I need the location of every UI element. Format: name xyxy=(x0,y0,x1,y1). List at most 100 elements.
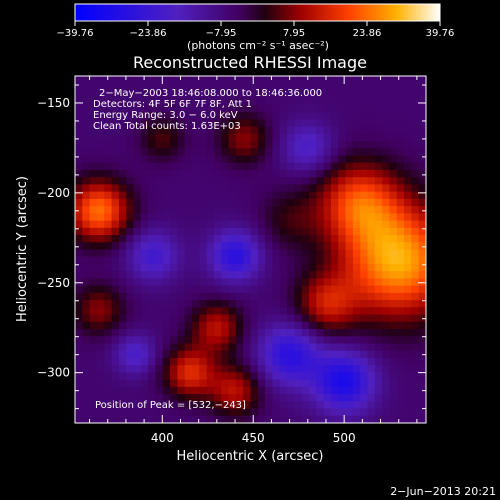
heatmap-cell xyxy=(352,97,361,106)
annotation-line: 2−May−2003 18:46:08.000 to 18:46:36.000 xyxy=(99,88,322,99)
heatmap-cell xyxy=(257,83,266,92)
heatmap-cell xyxy=(301,162,310,171)
heatmap-cell xyxy=(382,314,391,323)
heatmap-cell xyxy=(418,141,426,149)
heatmap-cell xyxy=(404,198,412,207)
heatmap-cell xyxy=(309,379,317,388)
heatmap-cell xyxy=(389,415,398,423)
colorbar-tick-label: 39.76 xyxy=(426,28,455,39)
heatmap-cell xyxy=(170,256,178,265)
heatmap-cell xyxy=(155,365,164,373)
heatmap-cell xyxy=(82,83,91,92)
heatmap-cell xyxy=(345,148,354,157)
heatmap-cell xyxy=(411,278,420,287)
heatmap-cell xyxy=(411,350,420,359)
heatmap-cell xyxy=(338,141,347,149)
heatmap-cell xyxy=(177,155,186,164)
heatmap-cell xyxy=(272,307,281,316)
heatmap-cell xyxy=(389,126,398,135)
heatmap-cell xyxy=(309,112,317,120)
heatmap-cell xyxy=(360,76,369,84)
heatmap-cell xyxy=(287,227,295,236)
heatmap-cell xyxy=(221,198,230,207)
heatmap-cell xyxy=(243,263,252,272)
heatmap-cell xyxy=(265,97,274,106)
heatmap-cell xyxy=(192,386,200,395)
heatmap-cell xyxy=(89,314,98,323)
heatmap-cell xyxy=(265,184,274,193)
heatmap-cell xyxy=(257,184,266,193)
heatmap-cell xyxy=(294,97,303,106)
heatmap-cell xyxy=(367,227,376,236)
heatmap-cell xyxy=(126,329,135,337)
heatmap-cell xyxy=(148,278,157,287)
heatmap-cell xyxy=(140,256,149,265)
heatmap-cell xyxy=(155,394,164,402)
heatmap-cell xyxy=(104,408,113,417)
heatmap-cell xyxy=(213,350,222,359)
heatmap-cell xyxy=(418,90,426,99)
heatmap-cell xyxy=(418,292,426,301)
heatmap-cell xyxy=(133,133,142,142)
heatmap-cell xyxy=(206,206,215,214)
heatmap-cell xyxy=(345,263,354,272)
heatmap-cell xyxy=(148,343,157,352)
heatmap-cell xyxy=(213,198,222,207)
heatmap-cell xyxy=(228,213,237,222)
heatmap-cell xyxy=(243,104,252,113)
heatmap-cell xyxy=(367,141,376,149)
heatmap-cell xyxy=(199,133,208,142)
heatmap-cell xyxy=(418,148,426,157)
heatmap-cell xyxy=(155,343,164,352)
heatmap-cell xyxy=(316,285,325,294)
heatmap-cell xyxy=(148,133,157,142)
heatmap-cell xyxy=(352,119,361,128)
heatmap-cell xyxy=(111,235,120,243)
heatmap-cell xyxy=(323,249,332,258)
heatmap-cell xyxy=(96,220,105,229)
heatmap-cell xyxy=(104,177,113,186)
heatmap-cell xyxy=(111,350,120,359)
heatmap-cell xyxy=(360,227,369,236)
heatmap-cell xyxy=(111,126,120,135)
heatmap-cell xyxy=(118,76,127,84)
heatmap-cell xyxy=(265,235,274,243)
heatmap-cell xyxy=(104,292,113,301)
heatmap-cell xyxy=(338,90,347,99)
heatmap-cell xyxy=(96,394,105,402)
heatmap-cell xyxy=(235,307,244,316)
heatmap-cell xyxy=(352,379,361,388)
heatmap-cell xyxy=(338,206,347,214)
heatmap-cell xyxy=(140,372,149,381)
heatmap-cell xyxy=(265,350,274,359)
heatmap-cell xyxy=(294,133,303,142)
heatmap-cell xyxy=(192,263,200,272)
heatmap-cell xyxy=(140,321,149,330)
heatmap-cell xyxy=(345,285,354,294)
heatmap-cell xyxy=(155,336,164,345)
heatmap-cell xyxy=(96,343,105,352)
heatmap-cell xyxy=(162,372,171,381)
heatmap-cell xyxy=(177,256,186,265)
heatmap-cell xyxy=(360,177,369,186)
heatmap-cell xyxy=(287,357,295,366)
heatmap-cell xyxy=(111,321,120,330)
heatmap-cell xyxy=(118,307,127,316)
heatmap-cell xyxy=(221,394,230,402)
heatmap-cell xyxy=(374,285,383,294)
heatmap-cell xyxy=(279,177,288,186)
heatmap-cell xyxy=(323,307,332,316)
heatmap-cell xyxy=(235,242,244,251)
heatmap-cell xyxy=(177,314,186,323)
heatmap-cell xyxy=(184,184,193,193)
heatmap-cell xyxy=(382,329,391,337)
heatmap-cell xyxy=(338,227,347,236)
heatmap-cell xyxy=(404,321,412,330)
heatmap-cell xyxy=(265,169,274,178)
heatmap-cell xyxy=(250,133,259,142)
heatmap-cell xyxy=(104,90,113,99)
heatmap-cell xyxy=(82,336,91,345)
heatmap-cell xyxy=(411,155,420,164)
heatmap-cell xyxy=(170,242,178,251)
heatmap-cell xyxy=(389,379,398,388)
